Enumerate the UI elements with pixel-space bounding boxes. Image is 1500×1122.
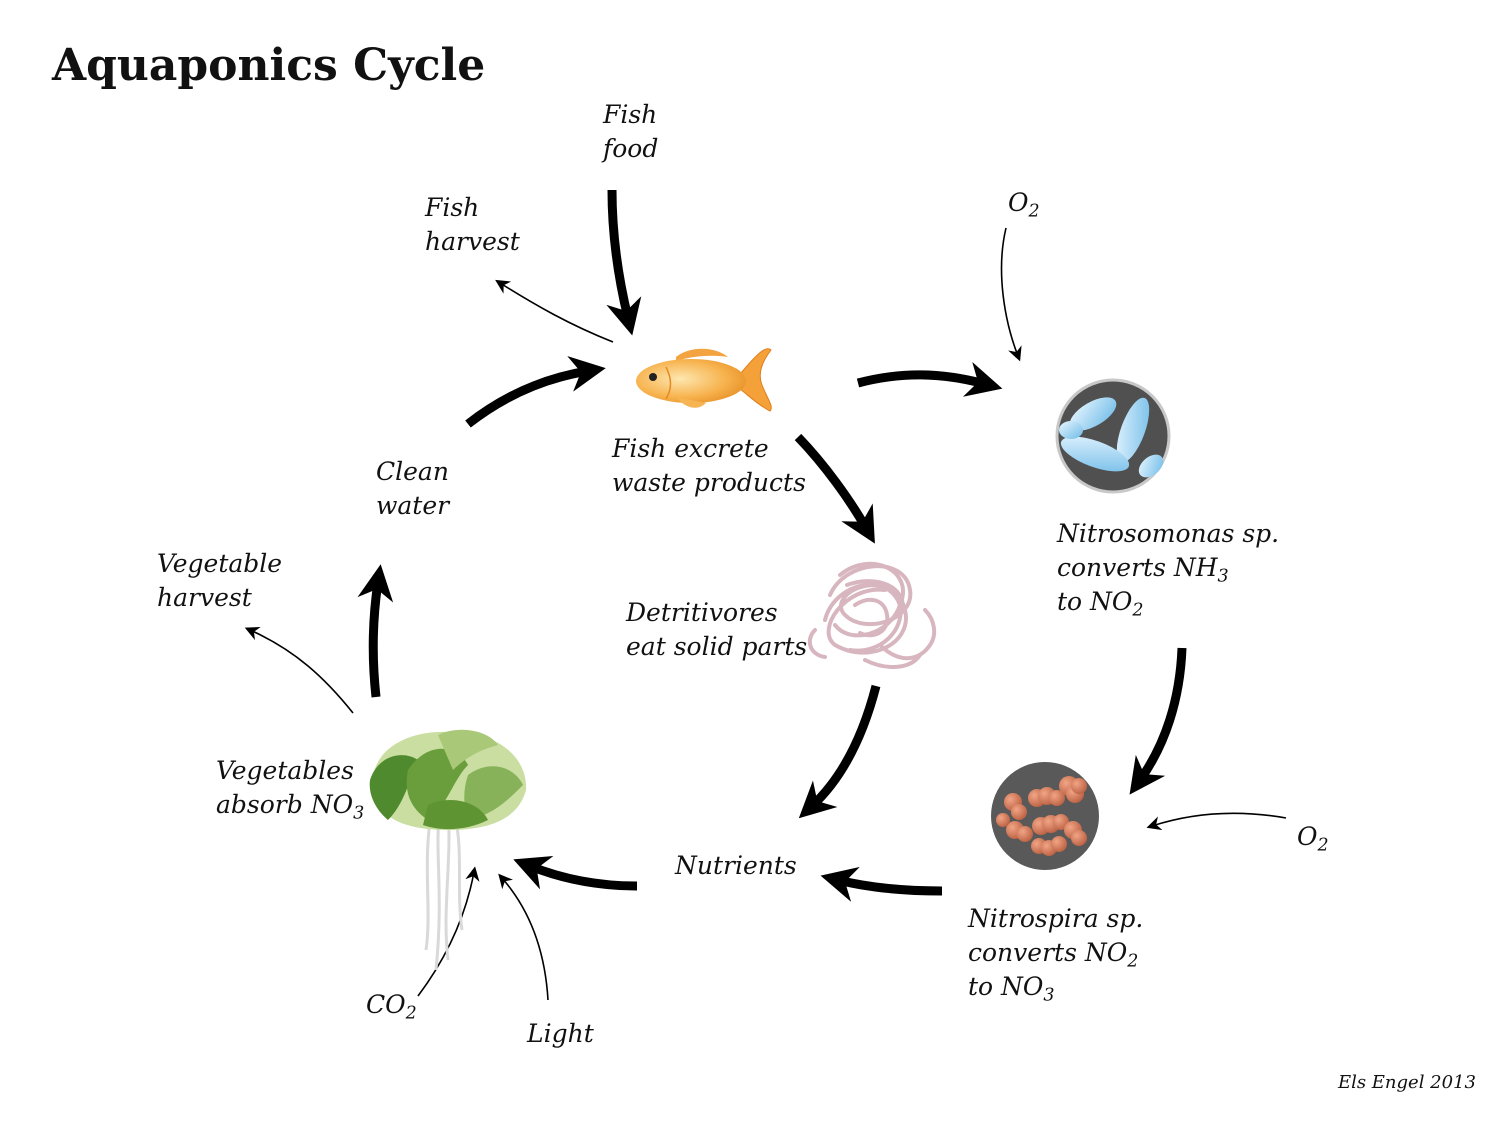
- label-line: harvest: [425, 225, 520, 259]
- label-line: Vegetable: [157, 547, 282, 581]
- arrow-vegetable-harvest: [250, 630, 353, 713]
- label-co2: CO2: [366, 988, 417, 1022]
- label-line: Nitrospira sp.: [968, 902, 1143, 936]
- label-line: harvest: [157, 581, 282, 615]
- label-line: converts NO2: [968, 936, 1143, 970]
- label-line: to NO2: [1057, 585, 1279, 619]
- arrow-clean-water-to-fish: [468, 371, 588, 424]
- label-nutrients: Nutrients: [675, 849, 797, 883]
- label-o2-top: O2: [1008, 186, 1040, 220]
- detritivore-worms-icon: [810, 564, 934, 667]
- arrow-fish-to-detritivores: [798, 437, 866, 528]
- arrow-nutrients-to-vegetables: [530, 866, 637, 886]
- label-nitrosomonas: Nitrosomonas sp. converts NH3 to NO2: [1057, 517, 1279, 619]
- label-line: to NO3: [968, 970, 1143, 1004]
- page-title: Aquaponics Cycle: [52, 40, 485, 91]
- arrow-fish-food-to-fish: [612, 190, 628, 318]
- lettuce-plant-icon: [370, 730, 526, 970]
- arrow-fish-harvest: [500, 283, 613, 342]
- label-line: food: [603, 132, 658, 166]
- author-credit: Els Engel 2013: [1338, 1072, 1476, 1093]
- label-fish-harvest: Fish harvest: [425, 191, 520, 259]
- label-line: Vegetables: [216, 754, 364, 788]
- label-vegetable-harvest: Vegetable harvest: [157, 547, 282, 615]
- label-line: Nitrosomonas sp.: [1057, 517, 1279, 551]
- arrow-vegetables-to-clean-water: [373, 582, 378, 697]
- label-fish-excrete: Fish excrete waste products: [612, 432, 806, 500]
- arrow-o2-to-nitrosomonas: [1002, 228, 1018, 356]
- arrow-detritivores-to-nutrients: [812, 686, 876, 806]
- arrow-o2-to-nitrospira: [1152, 813, 1286, 826]
- label-detritivores: Detritivores eat solid parts: [626, 596, 807, 664]
- label-line: Clean: [376, 455, 449, 489]
- label-line: converts NH3: [1057, 551, 1279, 585]
- arrow-light-to-plant: [502, 878, 548, 1000]
- goldfish-icon: [636, 349, 771, 411]
- label-line: Fish: [425, 191, 520, 225]
- arrow-fish-to-nitrosomonas: [858, 375, 985, 384]
- label-clean-water: Clean water: [376, 455, 449, 523]
- label-line: waste products: [612, 466, 806, 500]
- label-line: eat solid parts: [626, 630, 807, 664]
- label-line: water: [376, 489, 449, 523]
- arrow-nitrosomonas-to-nitrospira: [1140, 648, 1182, 780]
- label-o2-right: O2: [1297, 820, 1329, 854]
- label-nitrospira: Nitrospira sp. converts NO2 to NO3: [968, 902, 1143, 1004]
- label-line: Fish excrete: [612, 432, 806, 466]
- label-light: Light: [527, 1017, 594, 1051]
- label-line: absorb NO3: [216, 788, 364, 822]
- arrow-nitrospira-to-nutrients: [838, 880, 942, 891]
- label-line: Detritivores: [626, 596, 807, 630]
- label-vegetables-absorb: Vegetables absorb NO3: [216, 754, 364, 822]
- nitrosomonas-bacteria-icon: [1057, 380, 1169, 492]
- label-fish-food: Fish food: [603, 98, 658, 166]
- label-line: Fish: [603, 98, 658, 132]
- nitrospira-bacteria-icon: [991, 762, 1099, 870]
